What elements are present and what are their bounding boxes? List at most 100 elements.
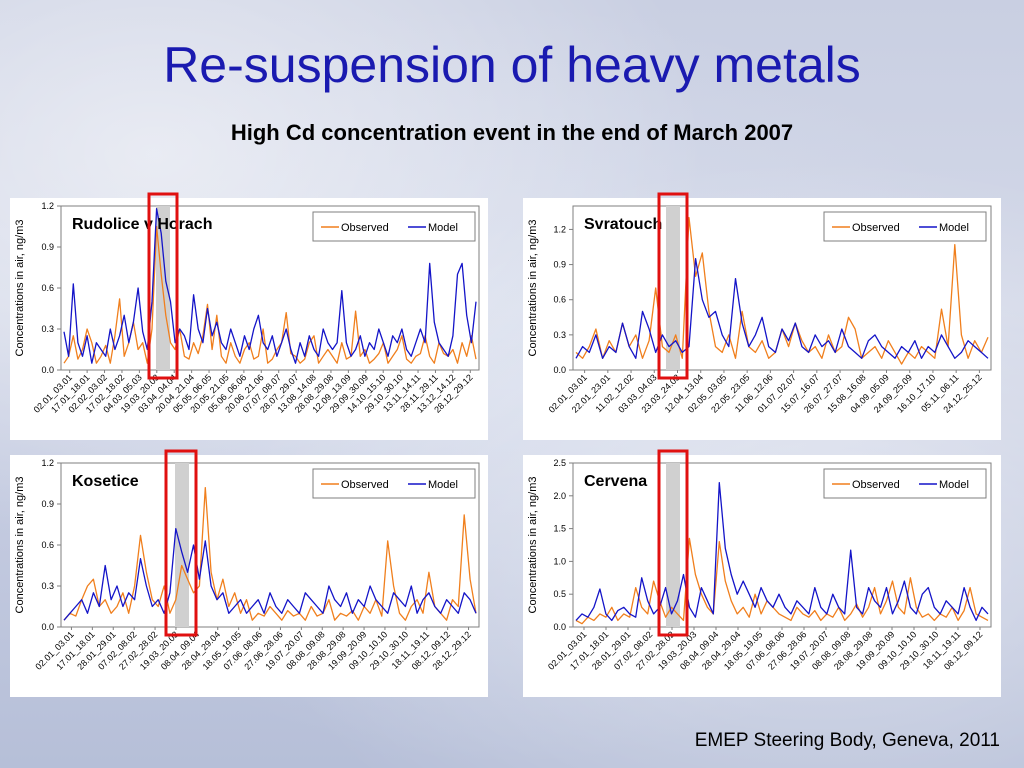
- chart0-xtick-label: 28.08_29.08: [293, 372, 335, 414]
- chart0-ytick-label: 0.9: [41, 242, 54, 252]
- chart1-xtick-label: 26.07_27.07: [802, 372, 844, 414]
- chart1-legend-label-model: Model: [939, 222, 969, 234]
- chart3-xtick-label: 29.10_30.10: [898, 629, 940, 671]
- chart0-xtick-label: 29.10_30.10: [363, 372, 405, 414]
- chart2-xtick-label: 09.10_10.10: [347, 629, 389, 671]
- chart1-xtick-label: 01.07_02.07: [756, 372, 798, 414]
- chart2-legend-label-model: Model: [428, 479, 458, 491]
- chart2-ytick-label: 0.6: [41, 540, 54, 550]
- chart3-plot-area: [572, 462, 992, 628]
- chart0-event-highlight: [147, 192, 179, 380]
- chart0-xtick-label: 28.11_29.11: [398, 372, 440, 414]
- chart0-panel: 0.0 0.3 0.6 0.9 1.2 Concentrations in air, ng…: [10, 192, 488, 440]
- chart2-station-title: Kosetice: [72, 473, 139, 490]
- chart0-xtick-label: 20.04_21.04: [154, 372, 196, 414]
- chart0-plot-area: [60, 205, 480, 371]
- chart2-xtick-label: 28.08_29.08: [305, 629, 347, 671]
- chart3-panel: 0.0 0.5 1.0 1.5 2.0 2.5 Concentrations in air,…: [523, 449, 1001, 697]
- chart1-series-model: [575, 258, 989, 359]
- chart2-xtick-label: 17.01_18.01: [54, 629, 96, 671]
- slide-subtitle: High Cd concentration event in the end o…: [230, 120, 794, 145]
- chart1-xtick-label: 05.11_06.11: [919, 372, 961, 414]
- chart1-xtick-label: 02.01_03.01: [547, 372, 589, 414]
- chart1-event-highlight: [657, 192, 689, 380]
- chart3-event-highlight: [657, 449, 689, 637]
- chart3-ytick-label: 0.5: [553, 589, 566, 599]
- chart3-ytick-label: 0.0: [553, 622, 566, 632]
- chart1-xtick-label: 15.07_16.07: [779, 372, 821, 414]
- chart3-legend-label-model: Model: [939, 479, 969, 491]
- chart2-event-highlight: [164, 449, 198, 637]
- chart1-ytick-label: 0.3: [553, 330, 566, 340]
- chart3-ytick-label: 1.5: [553, 524, 566, 534]
- chart0-ytick-label: 0.3: [41, 324, 54, 334]
- chart3-xtick-label: 09.10_10.10: [876, 629, 918, 671]
- chart1-xtick-label: 16.10_17.10: [895, 372, 937, 414]
- chart2-xtick-label: 19.09_20.09: [326, 629, 368, 671]
- chart2-xtick-label: 27.02_28.02: [117, 629, 159, 671]
- chart0-station-title: Rudolice v Horach: [72, 216, 212, 233]
- chart2-xtick-label: 28.01_29.01: [75, 629, 117, 671]
- chart0-xtick-label: 20.06_21.06: [223, 372, 265, 414]
- chart1-ylabel: Concentrations in air, ng/m3: [527, 220, 539, 357]
- chart3-xtick-label: 08.08_09.08: [810, 629, 852, 671]
- chart0-xtick-label: 12.09_13.09: [310, 372, 352, 414]
- chart1-ytick-label: 0.9: [553, 260, 566, 270]
- chart2-xtick-label: 28.04_29.04: [180, 629, 222, 671]
- chart0-series-observed: [63, 225, 477, 364]
- slide-title: Re-suspension of heavy metals: [163, 37, 861, 93]
- chart0-xtick-label: 20.05_21.05: [188, 372, 230, 414]
- chart2-xtick-label: 02.01_03.01: [33, 629, 75, 671]
- chart0-ytick-label: 0.0: [41, 365, 54, 375]
- chart1-xtick-label: 11.02_12.02: [593, 372, 635, 414]
- chart0-ytick-label: 0.6: [41, 283, 54, 293]
- chart1-series-observed: [575, 217, 989, 365]
- chart3-background: [523, 455, 1001, 697]
- chart1-panel: 0.0 0.3 0.6 0.9 1.2 Concentrations in air, ng…: [523, 192, 1001, 440]
- chart2-background: [10, 455, 488, 697]
- chart2-series-model: [63, 527, 477, 621]
- chart0-xtick-label: 05.05_06.05: [171, 372, 213, 414]
- chart1-xtick-label: 22.05_23.05: [709, 372, 751, 414]
- chart0-xtick-label: 07.07_08.07: [241, 372, 283, 414]
- chart2-xtick-label: 07.02_08.02: [96, 629, 138, 671]
- chart3-ylabel: Concentrations in air, ng/m3: [527, 477, 539, 614]
- chart1-plot-area: [572, 205, 992, 371]
- chart0-xtick-label: 14.10_15.10: [345, 372, 387, 414]
- chart3-xtick-label: 27.02_28.02: [634, 629, 676, 671]
- chart2-xtick-label: 19.03_20.03: [138, 629, 180, 671]
- chart1-background: [523, 198, 1001, 440]
- chart3-legend-box: [823, 468, 987, 499]
- chart3-xtick-label: 02.01_03.01: [546, 629, 588, 671]
- chart0-xtick-label: 28.07_29.07: [258, 372, 300, 414]
- chart1-ytick-label: 0.6: [553, 295, 566, 305]
- chart3-series-observed: [575, 537, 989, 625]
- chart1-xtick-label: 15.08_16.08: [825, 372, 867, 414]
- chart0-xtick-label: 19.03_20.03: [119, 372, 161, 414]
- chart0-legend-box: [312, 211, 476, 242]
- slide-footer: EMEP Steering Body, Geneva, 2011: [694, 730, 1000, 751]
- chart1-xtick-label: 24.12_25.12: [941, 372, 983, 414]
- chart1-xtick-label: 04.09_05.09: [848, 372, 890, 414]
- chart3-xtick-label: 28.01_29.01: [590, 629, 632, 671]
- chart3-station-title: Cervena: [584, 473, 647, 490]
- chart0-xtick-label: 29.09_30.09: [328, 372, 370, 414]
- chart3-xtick-label: 18.05_19.05: [722, 629, 764, 671]
- chart3-xtick-label: 28.08_29.08: [832, 629, 874, 671]
- chart0-xtick-label: 13.12_14.12: [415, 372, 457, 414]
- chart2-xtick-label: 19.07_20.07: [263, 629, 305, 671]
- chart3-xtick-label: 07.06_08.06: [744, 629, 786, 671]
- chart2-xtick-label: 08.08_09.08: [284, 629, 326, 671]
- chart2-xtick-label: 27.06_28.06: [242, 629, 284, 671]
- chart1-xtick-label: 03.03_04.03: [616, 372, 658, 414]
- chart2-ytick-label: 0.3: [41, 581, 54, 591]
- chart2-xtick-label: 28.12_29.12: [430, 629, 472, 671]
- chart0-xtick-label: 05.06_06.06: [206, 372, 248, 414]
- chart0-series-model: [63, 208, 477, 364]
- chart3-ytick-label: 1.0: [553, 556, 566, 566]
- chart3-xtick-label: 19.03_20.03: [656, 629, 698, 671]
- chart1-ytick-label: 1.2: [553, 224, 566, 234]
- chart2-event-shade: [175, 463, 189, 627]
- chart0-xtick-label: 17.01_18.01: [49, 372, 91, 414]
